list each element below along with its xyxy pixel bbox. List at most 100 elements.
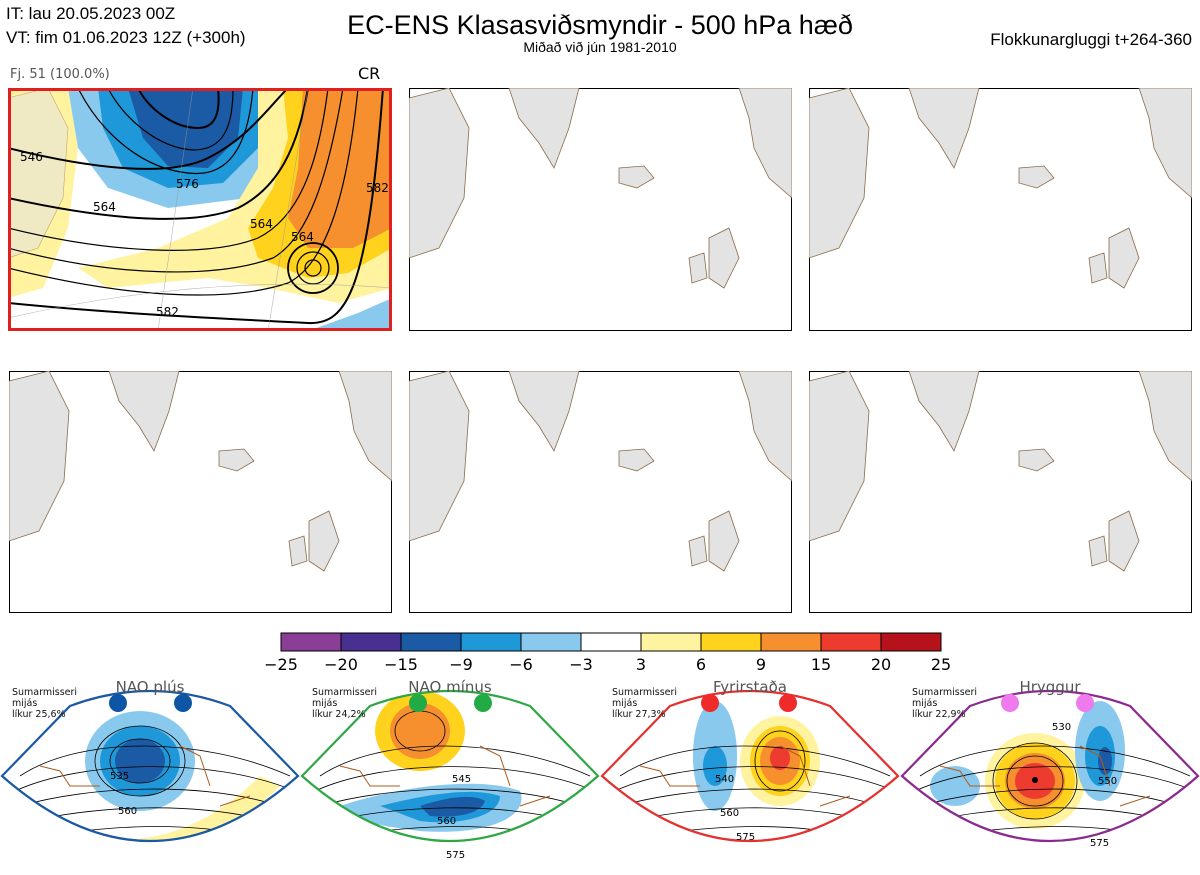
cluster-map-panel-empty[interactable] bbox=[409, 371, 792, 613]
contour-label: 575 bbox=[736, 832, 755, 843]
landmass bbox=[1108, 510, 1140, 572]
contour-label: 530 bbox=[1052, 722, 1071, 733]
cluster-map-panel-empty[interactable] bbox=[809, 88, 1192, 331]
contour-label: 575 bbox=[1090, 838, 1109, 849]
regime-note-line: mijás bbox=[312, 698, 338, 709]
landmass bbox=[409, 371, 470, 542]
contour-label: 576 bbox=[176, 177, 199, 191]
regime-nao-plus[interactable]: NAO plús Sumarmisseri mijás líkur 25,6% … bbox=[0, 676, 300, 871]
regime-note-line: mijás bbox=[912, 698, 938, 709]
colorbar-tick-label: 6 bbox=[695, 655, 707, 674]
colorbar-tick-label: 3 bbox=[635, 655, 647, 674]
colorbar-swatch bbox=[280, 632, 342, 652]
contour-label: 564 bbox=[93, 200, 116, 214]
page-subtitle: Miðað við jún 1981-2010 bbox=[523, 39, 677, 55]
regime-marker-dot bbox=[174, 694, 192, 712]
regime-name: Hryggur bbox=[1019, 678, 1081, 696]
cluster-map-panel-empty[interactable] bbox=[9, 371, 392, 613]
cluster-map-panel[interactable]: 546 576 564 564 564 582 582 bbox=[8, 88, 392, 331]
height-contours bbox=[11, 91, 384, 325]
landmass bbox=[618, 165, 655, 189]
landmass bbox=[1138, 88, 1192, 199]
landmass bbox=[908, 88, 980, 169]
regime-note-line: líkur 27,3% bbox=[612, 709, 666, 720]
landmass bbox=[1018, 165, 1055, 189]
landmass bbox=[1088, 252, 1108, 284]
regime-map: 535 560 bbox=[0, 689, 300, 843]
landmass bbox=[708, 227, 740, 289]
initial-time: IT: lau 20.05.2023 00Z bbox=[6, 4, 176, 23]
landmass bbox=[1108, 227, 1140, 289]
colorbar-swatch bbox=[760, 632, 822, 652]
contour-label: 546 bbox=[20, 150, 43, 164]
landmass bbox=[1088, 535, 1108, 567]
cluster-map-panel-empty[interactable] bbox=[809, 371, 1192, 613]
regime-note: Sumarmisseri mijás líkur 25,6% bbox=[12, 687, 77, 720]
empty-map bbox=[409, 88, 792, 331]
regime-note-line: Sumarmisseri bbox=[12, 687, 78, 698]
colorbar-tick-label: 9 bbox=[755, 655, 767, 674]
regime-map: 545 560 575 bbox=[300, 689, 600, 861]
regime-note-line: líkur 22,9% bbox=[912, 709, 966, 720]
empty-map bbox=[9, 371, 392, 613]
colorbar-swatch bbox=[340, 632, 402, 652]
landmass bbox=[308, 510, 340, 572]
regime-marker-dot bbox=[1001, 694, 1019, 712]
regime-note-line: mijás bbox=[612, 698, 638, 709]
contour-label: 540 bbox=[715, 774, 734, 785]
landmass bbox=[618, 448, 655, 472]
anomaly-negative-core bbox=[128, 91, 243, 168]
regime-name: Fyrirstaða bbox=[713, 678, 787, 696]
regime-border bbox=[300, 689, 600, 843]
regime-marker-dot bbox=[409, 694, 427, 712]
colorbar-swatch bbox=[880, 632, 942, 652]
landmass bbox=[508, 371, 580, 452]
regime-blocking[interactable]: Fyrirstaða Sumarmisseri mijás líkur 27,3… bbox=[600, 676, 900, 871]
empty-map bbox=[409, 371, 792, 613]
colorbar-swatch bbox=[640, 632, 702, 652]
regime-note: Sumarmisseri mijás líkur 22,9% bbox=[912, 687, 977, 720]
colorbar-tick-label: −9 bbox=[449, 655, 473, 674]
landmass bbox=[218, 448, 255, 472]
regime-note: Sumarmisseri mijás líkur 24,2% bbox=[312, 687, 377, 720]
contour-label: 564 bbox=[291, 230, 314, 244]
landmass bbox=[908, 371, 980, 452]
contour-label: 545 bbox=[452, 774, 471, 785]
regime-nao-minus[interactable]: NAO mínus Sumarmisseri mijás líkur 24,2%… bbox=[300, 676, 600, 871]
anomaly-negative-area bbox=[316, 299, 389, 328]
valid-time: VT: fim 01.06.2023 12Z (+300h) bbox=[6, 28, 246, 47]
lat-lon-grid bbox=[11, 91, 389, 328]
selected-panel-frame bbox=[8, 88, 392, 331]
empty-map bbox=[809, 371, 1192, 613]
regime-ridge[interactable]: Hryggur Sumarmisseri mijás líkur 22,9% bbox=[900, 676, 1200, 871]
landmass bbox=[688, 252, 708, 284]
landmass bbox=[108, 371, 180, 452]
colorbar-tick-label: −15 bbox=[384, 655, 418, 674]
regime-marker-dot bbox=[701, 694, 719, 712]
colorbar-tick-label: −20 bbox=[324, 655, 358, 674]
greenland-landmass bbox=[11, 91, 69, 258]
contour-label: 560 bbox=[118, 806, 137, 817]
contour-label: 535 bbox=[110, 771, 129, 782]
regime-marker-dot bbox=[474, 694, 492, 712]
landmass bbox=[738, 88, 792, 199]
landmass bbox=[1018, 448, 1055, 472]
colorbar-tick-label: −25 bbox=[264, 655, 298, 674]
regime-note: Sumarmisseri mijás líkur 27,3% bbox=[612, 687, 677, 720]
colorbar-swatch bbox=[400, 632, 462, 652]
colorbar-swatch bbox=[460, 632, 522, 652]
regime-note-line: líkur 24,2% bbox=[312, 709, 366, 720]
anomaly-positive-core bbox=[288, 91, 389, 248]
colorbar-tick-label: 25 bbox=[930, 655, 952, 674]
colorbar-swatch bbox=[820, 632, 882, 652]
landmass bbox=[708, 510, 740, 572]
regime-note-line: Sumarmisseri bbox=[912, 687, 978, 698]
cluster-map-panel-empty[interactable] bbox=[409, 88, 792, 331]
colorbar-tick-label: −3 bbox=[569, 655, 593, 674]
landmass bbox=[1138, 371, 1192, 482]
contour-label: 560 bbox=[437, 816, 456, 827]
regime-marker-dot bbox=[109, 694, 127, 712]
landmass bbox=[288, 535, 308, 567]
landmass bbox=[409, 88, 470, 259]
regime-marker-dot bbox=[779, 694, 797, 712]
